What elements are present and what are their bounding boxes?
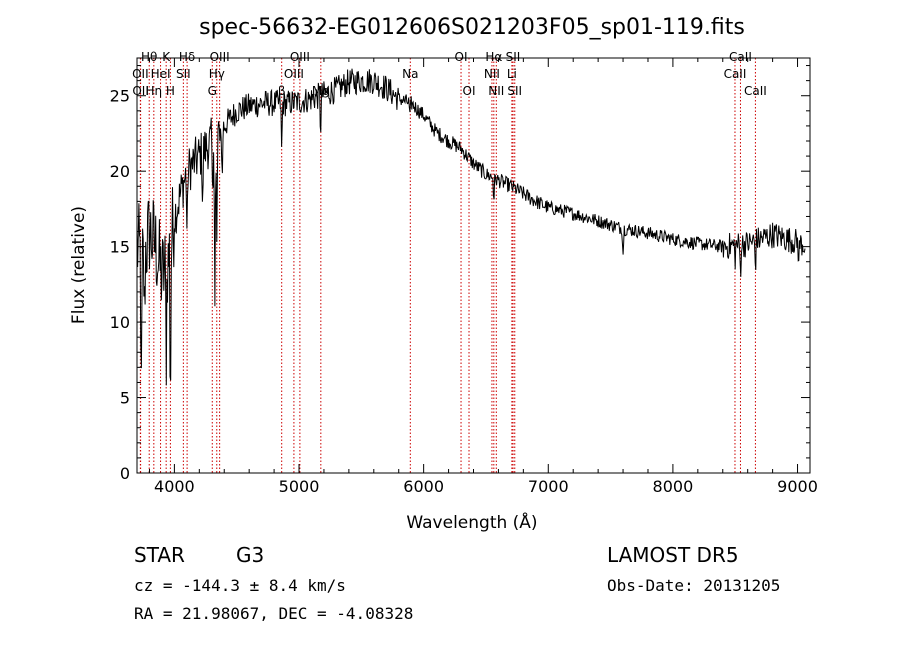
x-tick-label: 4000 (154, 477, 195, 496)
line-marker-label: NII (484, 67, 500, 81)
line-marker-label: OIII (210, 50, 230, 64)
observation-date: Obs-Date: 20131205 (607, 576, 780, 595)
y-tick-label: 0 (120, 464, 130, 483)
y-tick-label: 15 (110, 238, 130, 257)
line-marker-label: OII (132, 67, 149, 81)
line-marker-label: Hθ (141, 50, 157, 64)
line-marker-label: OI (463, 84, 476, 98)
line-marker-label: NII (488, 84, 504, 98)
x-tick-label: 8000 (653, 477, 694, 496)
line-marker-label: Na (402, 67, 418, 81)
spectrum-line (136, 68, 806, 386)
line-marker-label: OIII (284, 67, 304, 81)
line-marker-label: SII (176, 67, 191, 81)
y-tick-label: 5 (120, 389, 130, 408)
coordinates: RA = 21.98067, DEC = -4.08328 (134, 604, 413, 623)
line-marker-label: Hδ (179, 50, 195, 64)
line-marker-label: β (278, 84, 286, 98)
line-marker-label: OI (455, 50, 468, 64)
object-class: STAR (134, 543, 185, 567)
line-marker-label: Li (507, 67, 517, 81)
x-axis: 4000 5000 6000 7000 8000 9000 (148, 58, 818, 496)
line-marker-label: Hη (146, 84, 163, 98)
x-axis-label: Wavelength (Å) (406, 511, 537, 533)
x-tick-label: 5000 (279, 477, 320, 496)
line-marker-labels: Hθ K Hδ OIII OIII OI Hα SII CaII OII HeI SII Hγ OIII N… (132, 50, 767, 98)
redshift-velocity: cz = -144.3 ± 8.4 km/s (134, 576, 346, 595)
line-marker-label: CaII (729, 50, 752, 64)
line-marker-label: SII (507, 84, 522, 98)
line-marker-label: H (166, 84, 175, 98)
line-marker-label: CaII (724, 67, 747, 81)
y-axis-label: Flux (relative) (69, 206, 89, 324)
line-marker-label: K (162, 50, 171, 64)
line-marker-label: G (208, 84, 217, 98)
line-marker-label: Hγ (209, 67, 225, 81)
y-tick-label: 25 (110, 87, 130, 106)
survey-name: LAMOST DR5 (607, 543, 739, 567)
x-tick-label: 6000 (403, 477, 444, 496)
chart-title: spec-56632-EG012606S021203F05_sp01-119.f… (199, 15, 745, 40)
line-marker-label: CaII (744, 84, 767, 98)
x-tick-label: 9000 (777, 477, 818, 496)
y-tick-label: 10 (110, 313, 130, 332)
line-marker-label: OII (132, 84, 149, 98)
line-marker-label: Hα (485, 50, 502, 64)
line-marker-label: OIII (290, 50, 310, 64)
y-axis: 0 5 10 15 20 25 (110, 65, 810, 483)
object-subclass: G3 (236, 543, 264, 567)
y-tick-label: 20 (110, 162, 130, 181)
x-tick-label: 7000 (528, 477, 569, 496)
line-marker-label: SII (506, 50, 521, 64)
line-marker-label: HeI (151, 67, 171, 81)
